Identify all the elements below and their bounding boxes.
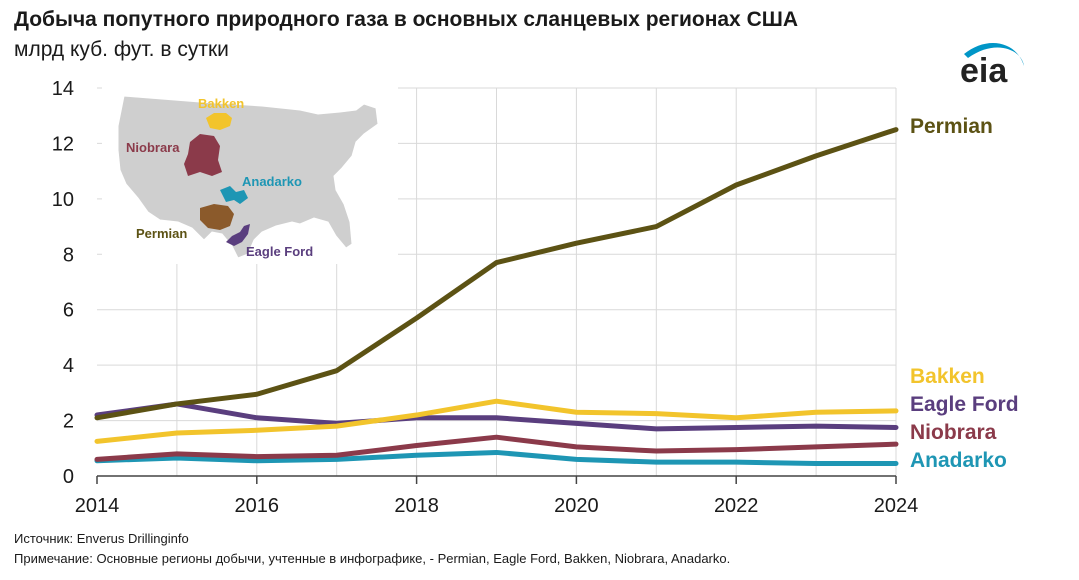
permian-region [200,204,234,230]
y-tick-label: 4 [63,355,74,377]
series-line-permian [94,127,899,421]
axes: 0 2 4 6 8 10 12 14 2014 2016 2018 2020 2022 2024 [52,78,919,517]
y-tick-label: 10 [52,189,74,211]
series-line-niobrara [94,434,899,462]
series-labels: Permian Bakken Eagle Ford Niobrara Anadarko [910,115,1019,472]
us-map-shape [117,95,379,259]
eia-logo-swoosh [964,42,1024,66]
x-tick-label: 2014 [75,495,120,517]
series-line-eagle-ford [94,401,899,432]
series-line-bakken [94,398,899,444]
footer-note: Примечание: Основные регионы добычи, учт… [14,551,731,566]
y-tick-label: 12 [52,133,74,155]
map-label-bakken: Bakken [198,96,244,111]
series-label-anadarko: Anadarko [910,449,1007,472]
x-tick-label: 2024 [874,495,919,517]
eia-logo-text: eia [960,52,1008,90]
anadarko-region [220,186,248,204]
chart: Bakken Niobrara Anadarko Permian Eagle F… [52,78,1019,517]
chart-subtitle: млрд куб. фут. в сутки [14,38,229,61]
eia-logo: eia [960,42,1024,90]
eagle-ford-region [226,224,250,246]
series-label-permian: Permian [910,115,993,138]
bakken-region [206,113,232,130]
chart-title: Добыча попутного природного газа в основ… [14,8,799,31]
x-tick-label: 2018 [394,495,439,517]
footer-source: Источник: Enverus Drillinginfo [14,531,189,546]
series-label-bakken: Bakken [910,365,985,388]
y-tick-label: 2 [63,411,74,433]
map-label-eagle-ford: Eagle Ford [246,244,313,259]
series-label-eagle-ford: Eagle Ford [910,393,1019,416]
niobrara-region [184,134,222,176]
map-label-anadarko: Anadarko [242,174,302,189]
series-label-niobrara: Niobrara [910,421,997,444]
us-map-inset: Bakken Niobrara Anadarko Permian Eagle F… [102,86,398,264]
y-tick-label: 6 [63,300,74,322]
series [94,127,899,467]
x-tick-label: 2020 [554,495,599,517]
x-tick-label: 2022 [714,495,759,517]
map-label-niobrara: Niobrara [126,140,180,155]
y-tick-label: 8 [63,244,74,266]
map-label-permian: Permian [136,226,187,241]
y-tick-label: 0 [63,466,74,488]
x-tick-label: 2016 [235,495,280,517]
y-tick-label: 14 [52,78,74,100]
series-line-anadarko [94,449,899,467]
